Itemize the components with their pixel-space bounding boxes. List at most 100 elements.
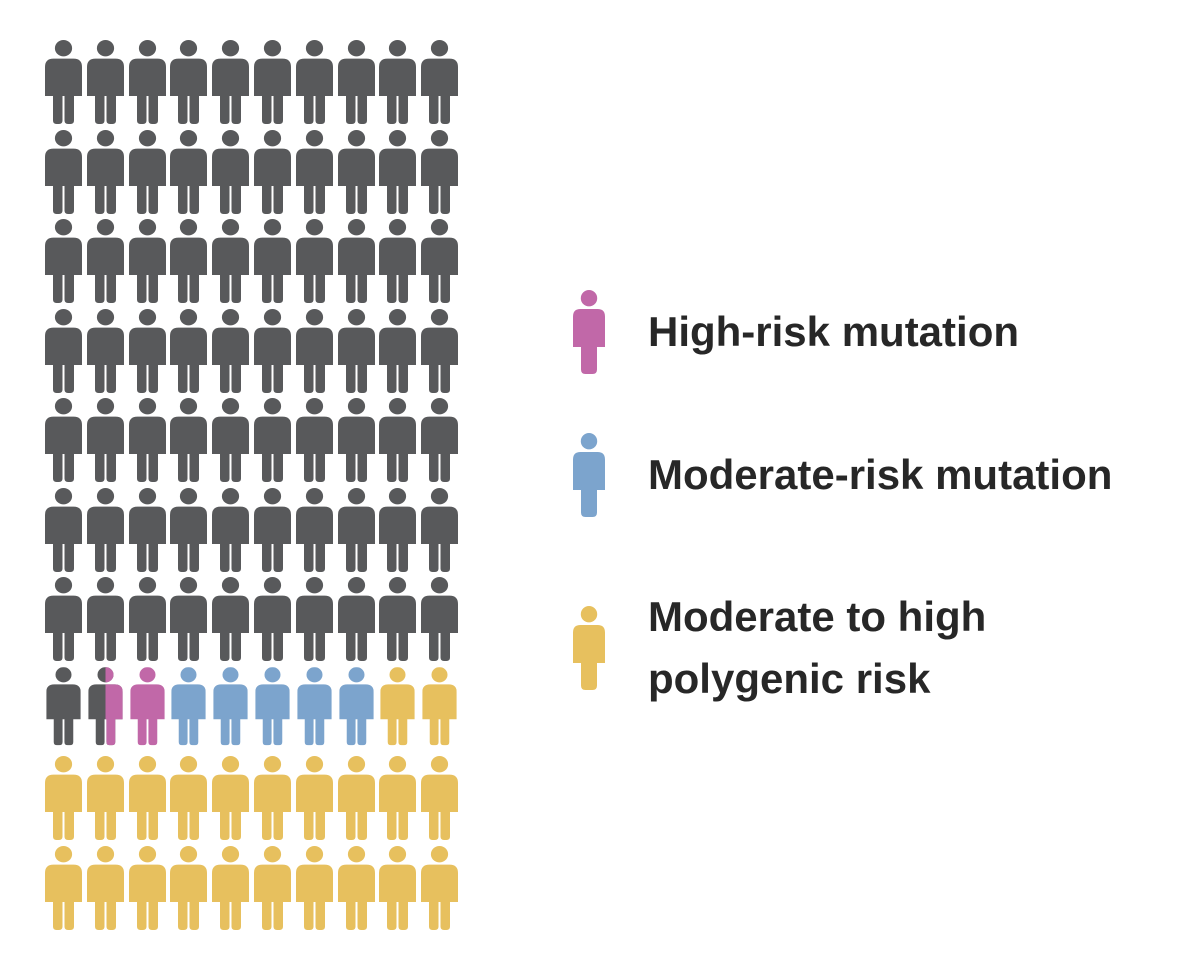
person-cell: [129, 666, 165, 745]
person-icon: [128, 40, 166, 124]
person-icon: [45, 756, 82, 840]
person-cell: [295, 756, 333, 840]
person-icon: [379, 219, 417, 303]
person-cell: [45, 577, 82, 661]
person-icon: [379, 577, 417, 661]
person-cell: [45, 219, 82, 303]
person-icon: [86, 487, 124, 572]
person-cell: [86, 577, 124, 661]
person-icon: [253, 398, 291, 482]
person-icon: [421, 577, 459, 661]
person-icon: [573, 606, 605, 691]
person-icon: [297, 666, 332, 745]
person-cell: [86, 219, 124, 303]
person-cell: [212, 308, 250, 393]
person-cell: [295, 577, 333, 661]
person-cell: [128, 845, 166, 930]
person-cell: [295, 845, 333, 930]
person-cell: [295, 487, 333, 572]
person-cell: [255, 666, 290, 745]
person-cell: [422, 666, 457, 745]
person-cell: [421, 398, 459, 482]
person-icon: [295, 40, 333, 124]
person-cell: [45, 40, 82, 124]
person-icon: [128, 577, 166, 661]
person-cell: [337, 219, 375, 303]
person-cell: [379, 398, 417, 482]
person-cell: [253, 398, 291, 482]
person-icon: [421, 129, 459, 214]
person-icon: [128, 398, 166, 482]
person-cell: [128, 308, 166, 393]
person-cell: [253, 487, 291, 572]
person-cell: [337, 845, 375, 930]
person-icon: [253, 487, 291, 572]
person-icon: [337, 487, 375, 572]
person-cell: [337, 40, 375, 124]
person-icon: [45, 129, 82, 214]
person-icon: [212, 129, 250, 214]
person-cell: [170, 845, 208, 930]
person-icon: [421, 40, 459, 124]
person-icon: [171, 666, 207, 745]
person-cell: [379, 756, 417, 840]
person-cell: [379, 129, 417, 214]
person-cell: [212, 487, 250, 572]
person-icon: [421, 398, 459, 482]
person-cell: [170, 219, 208, 303]
person-cell: [297, 666, 332, 745]
person-cell: [128, 756, 166, 840]
person-cell: [337, 398, 375, 482]
person-cell: [421, 219, 459, 303]
person-icon: [170, 129, 208, 214]
person-icon: [170, 40, 208, 124]
person-cell: [170, 577, 208, 661]
person-icon: [379, 487, 417, 572]
person-cell: [212, 40, 250, 124]
person-cell: [421, 845, 459, 930]
person-cell: [337, 487, 375, 572]
person-cell: [88, 666, 123, 745]
person-cell: [421, 129, 459, 214]
person-cell: [86, 756, 124, 840]
person-icon: [212, 845, 250, 930]
person-icon: [45, 219, 82, 303]
person-icon: [337, 308, 375, 393]
person-icon: [170, 398, 208, 482]
person-icon: [128, 487, 166, 572]
person-icon: [253, 577, 291, 661]
person-icon: [170, 756, 208, 840]
person-icon: [337, 40, 375, 124]
person-icon: [379, 129, 417, 214]
person-icon: [46, 666, 81, 745]
person-icon: [128, 308, 166, 393]
person-cell: [337, 308, 375, 393]
person-cell: [86, 487, 124, 572]
legend-label-polygenic-risk: Moderate to high polygenic risk: [648, 593, 987, 703]
person-cell: [171, 666, 207, 745]
person-icon: [379, 845, 417, 930]
person-icon: [170, 487, 208, 572]
person-cell: [170, 129, 208, 214]
person-cell: [421, 308, 459, 393]
person-cell: [212, 398, 250, 482]
person-icon: [573, 433, 605, 517]
pictogram-grid: [45, 40, 459, 930]
person-icon: [86, 308, 124, 393]
person-icon: [379, 40, 417, 124]
person-icon: [128, 756, 166, 840]
person-cell: [379, 40, 417, 124]
legend-item-moderate-risk: Moderate-risk mutation: [573, 433, 1112, 517]
person-icon: [337, 398, 375, 482]
person-cell: [337, 577, 375, 661]
person-cell: [128, 219, 166, 303]
person-icon: [170, 577, 208, 661]
person-icon: [295, 308, 333, 393]
person-cell: [253, 845, 291, 930]
person-cell: [253, 219, 291, 303]
person-cell: [86, 40, 124, 124]
person-cell: [379, 487, 417, 572]
person-icon: [337, 756, 375, 840]
person-cell: [253, 577, 291, 661]
person-icon: [295, 756, 333, 840]
